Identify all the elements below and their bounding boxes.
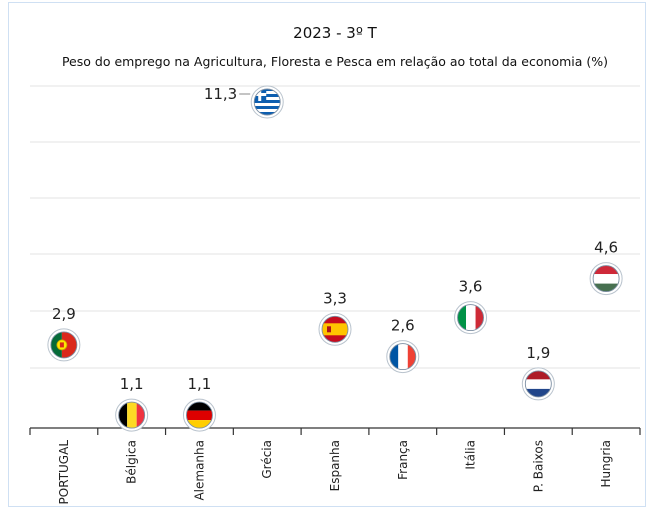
x-axis: [29, 427, 641, 435]
data-label: 1,1: [188, 375, 212, 393]
data-markers: [47, 85, 623, 432]
category-label: Hungria: [599, 440, 613, 487]
category-label: França: [396, 440, 410, 480]
category-label: Alemanha: [192, 440, 206, 501]
category-label: PORTUGAL: [57, 440, 71, 505]
data-labels: 2,9 1,1 1,1 11,3 3,3 2,6 3,6 1,9 4,6: [52, 85, 618, 393]
data-label: 2,9: [52, 305, 76, 323]
flag-belgium-icon: [115, 398, 149, 432]
flag-greece-icon: [250, 85, 284, 119]
flag-italy-icon: [454, 301, 488, 335]
data-label: 3,3: [323, 289, 347, 307]
flag-portugal-icon: [47, 328, 81, 362]
chart-title: 2023 - 3º T: [293, 24, 378, 42]
data-label: 1,1: [120, 375, 144, 393]
data-label: 11,3: [204, 85, 237, 103]
category-labels: PORTUGAL Bélgica Alemanha Grécia Espanha Fran…: [57, 440, 613, 505]
category-label: Bélgica: [125, 440, 139, 484]
flag-spain-icon: [318, 312, 352, 346]
flag-netherlands-icon: [521, 367, 555, 401]
data-label: 1,9: [526, 344, 550, 362]
category-label: Itália: [464, 440, 478, 470]
flag-france-icon: [386, 340, 420, 374]
chart-subtitle: Peso do emprego na Agricultura, Floresta…: [62, 54, 608, 69]
data-label: 2,6: [391, 317, 415, 335]
flag-hungary-icon: [589, 262, 623, 296]
category-label: Grécia: [260, 440, 274, 479]
data-label: 4,6: [594, 239, 618, 257]
category-label: P. Baixos: [531, 440, 545, 492]
category-label: Espanha: [328, 440, 342, 491]
flag-germany-icon: [182, 398, 216, 432]
data-label: 3,6: [459, 278, 483, 296]
